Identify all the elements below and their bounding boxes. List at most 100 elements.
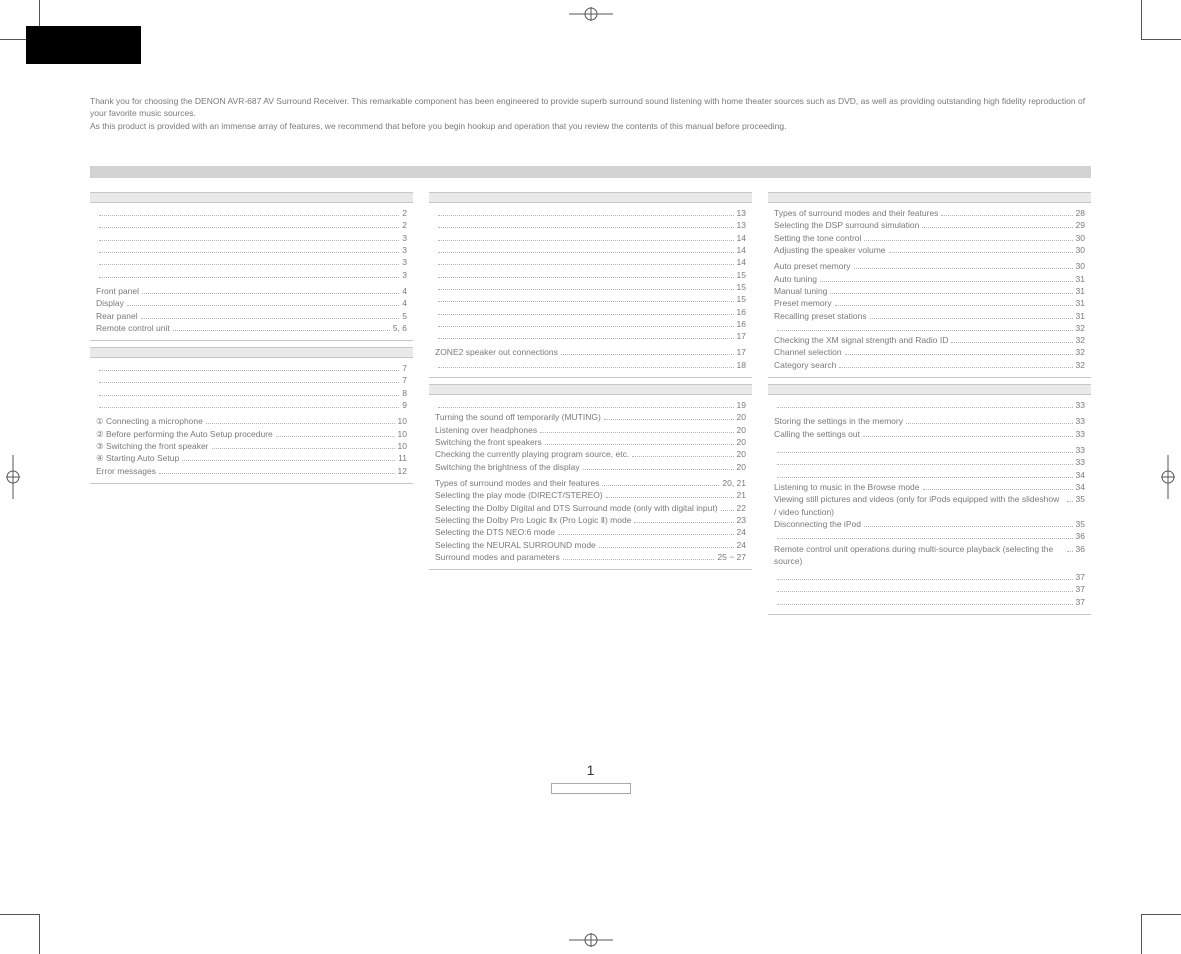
toc-page: 20 (737, 436, 746, 448)
toc-page: 21 (737, 489, 746, 501)
crop-mark-bl (0, 914, 40, 954)
toc-dots (438, 301, 734, 302)
toc-page: 24 (737, 539, 746, 551)
section-tab (26, 26, 141, 64)
toc-page: 19 (737, 399, 746, 411)
toc-dots (127, 305, 399, 306)
toc-box: 7789 ① Connecting a microphone10② Before… (90, 347, 413, 484)
toc-col-3: Types of surround modes and their featur… (768, 192, 1091, 621)
toc-dots (870, 318, 1073, 319)
toc-dots (854, 268, 1073, 269)
toc-row: Adjusting the speaker volume30 (774, 244, 1085, 256)
toc-page: 30 (1076, 260, 1085, 272)
toc-row: Surround modes and parameters25 ~ 27 (435, 551, 746, 563)
toc-row: Selecting the NEURAL SURROUND mode 24 (435, 539, 746, 551)
toc-dots (438, 264, 734, 265)
toc-label: ZONE2 speaker out connections (435, 346, 558, 358)
toc-label: Rear panel (96, 310, 138, 322)
toc-row: Setting the tone control30 (774, 232, 1085, 244)
toc-dots (820, 281, 1073, 282)
toc-dots (438, 326, 734, 327)
toc-dots (540, 432, 733, 433)
toc-row: Selecting the play mode (DIRECT/STEREO) 2… (435, 489, 746, 501)
toc-box: 19Turning the sound off temporarily (MUT… (429, 384, 752, 570)
toc-page: 37 (1076, 571, 1085, 583)
toc-row: 7 (96, 374, 407, 386)
toc-dots (606, 497, 734, 498)
intro-block: Thank you for choosing the DENON AVR-687… (90, 95, 1091, 132)
toc-dots (845, 354, 1073, 355)
toc-row: ④ Starting Auto Setup11 (96, 452, 407, 464)
toc-label: Switching the brightness of the display (435, 461, 580, 473)
toc-page: 4 (402, 285, 407, 297)
toc-row: Auto tuning31 (774, 273, 1085, 285)
toc-row: Selecting the Dolby Digital and DTS Surr… (435, 502, 746, 514)
registration-mark-top (569, 5, 613, 23)
toc-page: 34 (1076, 481, 1085, 493)
toc-label: Selecting the play mode (DIRECT/STEREO) (435, 489, 603, 501)
toc-label: Selecting the NEURAL SURROUND mode (435, 539, 596, 551)
toc-dots (777, 591, 1073, 592)
toc-page: 35 (1076, 493, 1085, 505)
toc-label: Selecting the Dolby Digital and DTS Surr… (435, 502, 718, 514)
registration-mark-bottom (569, 931, 613, 949)
toc-row: 15 (435, 269, 746, 281)
toc-row: Types of surround modes and their featur… (435, 477, 746, 489)
toc-page: 23 (737, 514, 746, 526)
toc-row: Calling the settings out33 (774, 428, 1085, 440)
page-number: 1 (551, 760, 631, 780)
toc-dots (99, 407, 399, 408)
toc-row: ② Before performing the Auto Setup proce… (96, 428, 407, 440)
toc-label: ③ Switching the front speaker (96, 440, 209, 452)
toc-box-head (768, 385, 1091, 395)
toc-dots (206, 423, 395, 424)
toc-row: Category search32 (774, 359, 1085, 371)
toc-row: 14 (435, 244, 746, 256)
toc-row: 32 (774, 322, 1085, 334)
toc-row: Selecting the DTS NEO:6 mode24 (435, 526, 746, 538)
toc-row: 33 (774, 456, 1085, 468)
toc-row: 19 (435, 399, 746, 411)
toc-dots (721, 510, 734, 511)
toc-page: 15 (737, 293, 746, 305)
toc-label: ② Before performing the Auto Setup proce… (96, 428, 273, 440)
toc-label: Selecting the DSP surround simulation (774, 219, 919, 231)
toc-page: 31 (1076, 297, 1085, 309)
toc-page: 37 (1076, 583, 1085, 595)
toc-dots (1067, 501, 1073, 502)
toc-label: Display (96, 297, 124, 309)
toc-row: 7 (96, 362, 407, 374)
toc-dots (558, 534, 734, 535)
toc-dots (599, 547, 734, 548)
toc-page: 8 (402, 387, 407, 399)
toc-dots (545, 444, 734, 445)
toc-label: Types of surround modes and their featur… (435, 477, 599, 489)
toc-row: Disconnecting the iPod35 (774, 518, 1085, 530)
toc-label: Types of surround modes and their featur… (774, 207, 938, 219)
toc-page: 2 (402, 219, 407, 231)
toc-row: 13 (435, 207, 746, 219)
toc-row: Preset memory31 (774, 297, 1085, 309)
toc-row: Switching the front speakers20 (435, 436, 746, 448)
toc-page: 31 (1076, 273, 1085, 285)
toc-row: 36 (774, 530, 1085, 542)
toc-row: Remote control unit5, 6 (96, 322, 407, 334)
toc-dots (777, 407, 1073, 408)
toc-row: 8 (96, 387, 407, 399)
toc-row: 9 (96, 399, 407, 411)
toc-dots (438, 338, 734, 339)
toc-page: 22 (737, 502, 746, 514)
toc-page: 13 (737, 207, 746, 219)
toc-row: 33 (774, 444, 1085, 456)
toc-row: ③ Switching the front speaker10 (96, 440, 407, 452)
toc-page: 10 (398, 415, 407, 427)
toc-page: 24 (737, 526, 746, 538)
toc-dots (951, 342, 1072, 343)
toc-dots (99, 227, 399, 228)
toc-row: 34 (774, 469, 1085, 481)
toc-row: 3 (96, 256, 407, 268)
toc-row: 14 (435, 232, 746, 244)
toc-dots (561, 354, 734, 355)
toc-box: Types of surround modes and their featur… (768, 192, 1091, 378)
toc-dots (777, 452, 1073, 453)
